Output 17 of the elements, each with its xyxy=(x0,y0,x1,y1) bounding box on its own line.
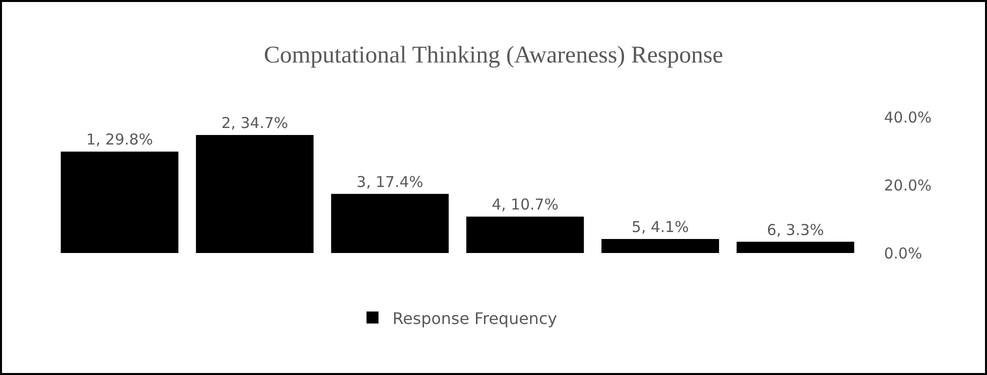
data-label: 6, 3.3% xyxy=(766,220,824,239)
bar xyxy=(331,194,449,253)
bar xyxy=(196,135,314,253)
data-label: 1, 29.8% xyxy=(86,130,153,149)
chart-title: Computational Thinking (Awareness) Response xyxy=(264,42,724,68)
bar xyxy=(466,216,584,253)
bar xyxy=(60,152,178,253)
data-label: 3, 17.4% xyxy=(356,172,424,191)
legend-label: Response Frequency xyxy=(392,308,558,328)
y-tick-label: 0.0% xyxy=(884,244,922,262)
data-label: 5, 4.1% xyxy=(632,218,689,236)
data-label: 2, 34.7% xyxy=(221,114,288,132)
y-tick-label: 40.0% xyxy=(884,108,932,126)
bar xyxy=(601,239,720,253)
data-label: 4, 10.7% xyxy=(492,196,558,214)
bar xyxy=(736,242,854,253)
y-tick-label: 20.0% xyxy=(884,176,932,194)
